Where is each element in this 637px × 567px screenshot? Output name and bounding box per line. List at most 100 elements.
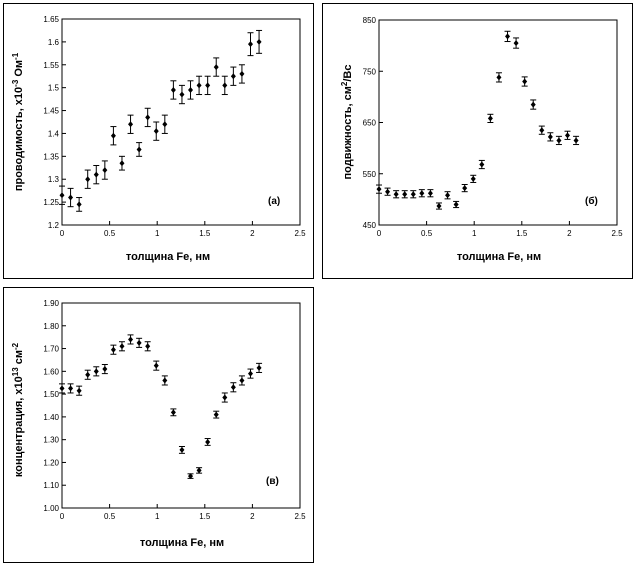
- data-point: [118, 155, 125, 171]
- y-tick-label: 1.60: [43, 367, 59, 376]
- y-axis-label: концентрация, x1013 см-2: [11, 342, 25, 477]
- data-point: [127, 114, 134, 134]
- chart-panel-a: 0 0.5 1 1.5 2 2.5 1.2 1.25 1.3 1.35 1.4 1.45 1.5 1.55…: [3, 3, 314, 279]
- point-marker: [247, 370, 253, 377]
- point-marker: [68, 194, 74, 201]
- data-point: [547, 132, 554, 142]
- data-point: [461, 184, 468, 193]
- x-tick-label: 2.5: [294, 512, 306, 521]
- data-point: [67, 187, 74, 208]
- point-marker: [59, 192, 65, 199]
- data-point: [170, 408, 177, 417]
- y-tick-label: 1.70: [43, 345, 59, 354]
- chart-b: 0 0.5 1 1.5 2 2.5 450 550 650 750 850 (б) толщина …: [340, 16, 623, 263]
- data-point: [504, 30, 511, 43]
- panel-marker: (а): [268, 196, 280, 207]
- data-point: [144, 341, 151, 352]
- data-point: [110, 126, 117, 146]
- point-marker: [453, 201, 459, 208]
- point-marker: [539, 127, 545, 134]
- point-marker: [179, 91, 185, 98]
- point-marker: [564, 132, 570, 139]
- point-marker: [505, 33, 511, 40]
- y-tick-label: 650: [363, 119, 377, 128]
- point-marker: [119, 343, 125, 350]
- point-marker: [445, 192, 451, 199]
- y-tick-label: 1.50: [43, 390, 59, 399]
- data-point: [256, 29, 263, 54]
- point-marker: [230, 384, 236, 391]
- data-point: [418, 189, 425, 198]
- point-marker: [256, 364, 262, 371]
- point-marker: [222, 82, 228, 89]
- y-tick-label: 1.25: [43, 198, 59, 207]
- point-marker: [153, 128, 159, 135]
- data-point: [93, 366, 100, 377]
- y-tick-label: 1.3: [48, 175, 60, 184]
- x-tick-label: 2.5: [611, 229, 623, 238]
- data-point: [393, 190, 400, 199]
- data-point: [76, 197, 83, 212]
- chart-panel-b: 0 0.5 1 1.5 2 2.5 450 550 650 750 850 (б) толщина …: [322, 3, 633, 279]
- point-marker: [522, 78, 528, 85]
- point-marker: [93, 171, 99, 178]
- data-point: [530, 99, 537, 110]
- data-point: [376, 184, 382, 194]
- data-point: [521, 76, 528, 87]
- point-marker: [119, 160, 125, 167]
- data-point: [59, 383, 65, 394]
- panel-marker: (б): [585, 195, 598, 207]
- data-point: [230, 66, 237, 86]
- x-tick-label: 2: [250, 229, 255, 238]
- data-point: [84, 169, 91, 189]
- data-point: [453, 200, 460, 209]
- data-point: [573, 135, 580, 146]
- point-marker: [59, 385, 65, 392]
- point-marker: [427, 190, 433, 197]
- data-point: [495, 72, 502, 83]
- data-point: [170, 80, 177, 100]
- data-point: [136, 337, 143, 348]
- y-tick-label: 1.00: [43, 504, 59, 513]
- data-point: [247, 368, 254, 379]
- point-marker: [247, 41, 253, 48]
- point-marker: [128, 336, 134, 343]
- point-marker: [376, 186, 382, 193]
- x-axis-label: толщина Fe, нм: [126, 251, 210, 263]
- point-marker: [213, 411, 219, 418]
- point-marker: [205, 82, 211, 89]
- x-axis-label: толщина Fe, нм: [457, 251, 541, 263]
- point-marker: [76, 201, 82, 208]
- point-marker: [573, 137, 579, 144]
- y-tick-label: 1.10: [43, 481, 59, 490]
- data-point: [213, 57, 220, 77]
- plot-frame: [61, 302, 301, 509]
- point-marker: [170, 409, 176, 416]
- point-marker: [76, 387, 82, 394]
- point-marker: [145, 114, 151, 121]
- y-tick-label: 1.30: [43, 436, 59, 445]
- point-marker: [162, 377, 168, 384]
- y-tick-label: 1.40: [43, 413, 59, 422]
- point-marker: [205, 438, 211, 445]
- data-point: [487, 113, 494, 123]
- data-point: [76, 385, 83, 396]
- x-axis-label: толщина Fe, нм: [140, 537, 224, 549]
- point-marker: [128, 121, 134, 128]
- data-point: [564, 130, 571, 140]
- data-point: [435, 202, 442, 210]
- point-marker: [385, 188, 391, 195]
- point-marker: [196, 82, 202, 89]
- point-marker: [479, 161, 485, 168]
- x-tick-label: 1.5: [516, 229, 528, 238]
- point-marker: [110, 346, 116, 353]
- point-marker: [436, 203, 442, 210]
- data-point: [59, 185, 65, 205]
- x-tick-label: 0: [377, 229, 382, 238]
- point-marker: [213, 64, 219, 71]
- x-tick-label: 1.5: [199, 229, 211, 238]
- data-point: [196, 467, 203, 474]
- point-marker: [462, 185, 468, 192]
- y-tick-label: 550: [363, 170, 377, 179]
- x-tick-label: 1: [155, 512, 160, 521]
